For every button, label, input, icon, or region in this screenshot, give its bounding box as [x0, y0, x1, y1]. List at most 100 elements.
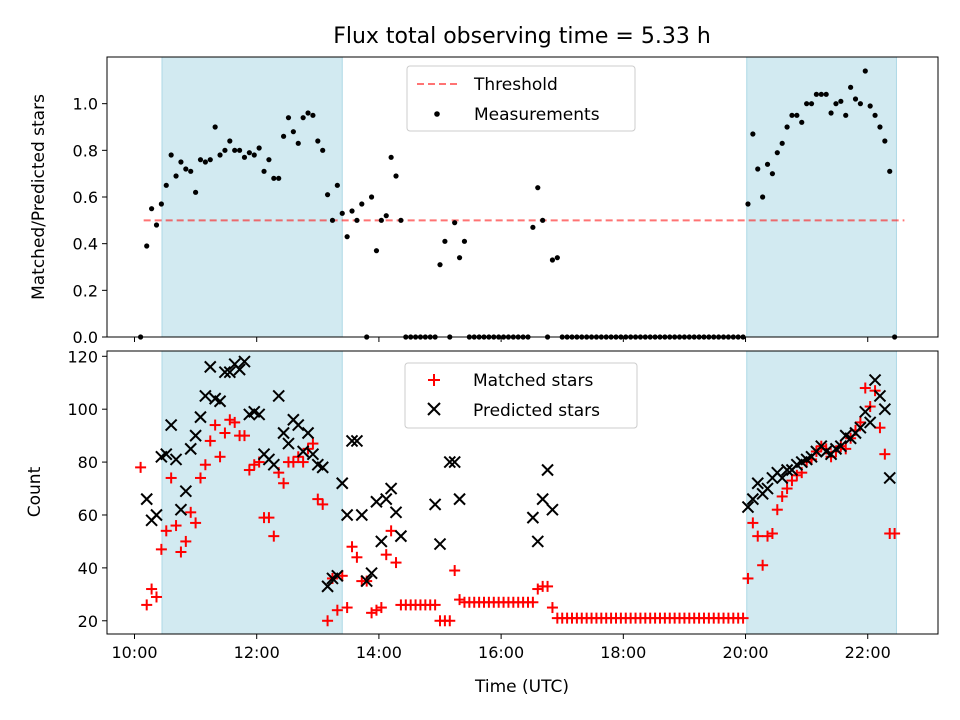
measurement-point [320, 147, 326, 153]
series-matched-stars [135, 382, 901, 627]
measurement-point [823, 91, 829, 97]
predicted-star-point [384, 482, 398, 495]
bot-y-tick-label: 120 [67, 347, 98, 366]
measurement-point [344, 234, 350, 240]
measurement-point [251, 152, 257, 158]
top-plot-frame [106, 56, 939, 338]
matched-star-point [874, 422, 886, 434]
measurement-point [549, 257, 556, 263]
matched-star-point [747, 517, 759, 529]
measurement-point [153, 222, 160, 228]
predicted-star-point [751, 477, 764, 490]
x-tick-label: 22:00 [845, 643, 891, 662]
matched-star-point [190, 517, 202, 529]
matched-star-point [238, 430, 250, 442]
measurement-point [867, 103, 873, 109]
matched-star-point [248, 459, 260, 471]
predicted-star-point [541, 463, 554, 477]
measurement-point [828, 110, 834, 116]
measurement-point [246, 150, 252, 156]
bot-shaded-region [746, 350, 897, 635]
measurement-point [158, 201, 164, 207]
predicted-star-point [267, 458, 281, 471]
measurement-point [163, 182, 169, 188]
matched-star-point [175, 546, 187, 558]
measurement-point [877, 124, 883, 130]
predicted-star-point [204, 360, 217, 374]
measurement-point [794, 112, 800, 118]
measurement-point [554, 255, 560, 261]
measurement-point [349, 208, 355, 214]
series-predicted-stars [140, 355, 896, 593]
measurement-point [848, 84, 854, 90]
matched-star-point [366, 607, 378, 619]
predicted-star-point [199, 389, 212, 403]
predicted-star-point [340, 508, 354, 522]
matched-star-point [429, 599, 441, 611]
bottom-y-axis-label: Count [25, 466, 45, 517]
matched-star-point [297, 456, 309, 468]
top-panel: 0.0 0.2 0.4 0.6 0.8 1.0 Matched/Predicted sta… [29, 56, 939, 347]
bot-y-tick-label: 40 [78, 559, 98, 578]
measurement-point [339, 210, 345, 216]
top-legend: Threshold Measurements [406, 65, 636, 132]
matched-star-point [370, 604, 382, 616]
measurement-point [872, 112, 878, 118]
predicted-star-point [428, 498, 442, 511]
measurement-point [857, 101, 863, 107]
measurement-point [442, 238, 448, 244]
measurement-point [241, 154, 248, 160]
measurement-point [882, 138, 888, 144]
matched-star-point [263, 512, 275, 524]
predicted-star-point [306, 447, 320, 461]
matched-star-point [449, 565, 461, 577]
predicted-star-point [218, 365, 232, 379]
predicted-star-point [194, 410, 207, 424]
matched-legend-swatch [428, 374, 440, 386]
measurement-point [285, 115, 292, 121]
predicted-star-point [453, 492, 466, 506]
measurements-legend-label: Measurements [474, 105, 600, 125]
measurement-point [769, 171, 776, 177]
measurement-point [784, 124, 790, 130]
predicted-star-point [868, 373, 882, 387]
matched-star-point [219, 427, 231, 439]
predicted-star-point [883, 471, 896, 485]
measurement-point [359, 201, 365, 207]
measurement-point [266, 157, 272, 163]
matched-star-point [141, 599, 153, 611]
predicted-star-point [433, 537, 447, 551]
matched-star-point [312, 493, 324, 505]
matched-star-point [375, 602, 387, 614]
matched-star-point [546, 602, 558, 614]
measurement-point [804, 101, 810, 107]
measurement-point [808, 101, 815, 107]
measurement-point [261, 168, 267, 174]
measurement-point [354, 217, 360, 223]
matched-star-point [766, 527, 778, 539]
measurement-point [324, 192, 331, 198]
measurement-point [188, 168, 194, 174]
predicted-star-point [380, 492, 393, 506]
predicted-star-point [223, 365, 237, 379]
predicted-star-point [365, 566, 378, 580]
measurement-point [373, 248, 380, 254]
predicted-star-point [233, 363, 246, 376]
measurement-point [168, 152, 174, 158]
matched-star-point [224, 414, 236, 426]
predicted-star-point [546, 503, 559, 516]
matched-star-point [532, 583, 544, 595]
measurement-point [315, 138, 321, 144]
matched-star-point [776, 490, 788, 502]
matched-star-point [840, 443, 852, 455]
threshold-legend-label: Threshold [473, 75, 558, 95]
predicted-star-point [316, 461, 329, 474]
top-y-tick-label: 1.0 [73, 95, 98, 114]
bot-y-tick-label: 100 [67, 400, 98, 419]
top-shaded-region [746, 56, 897, 338]
matched-star-point [351, 551, 363, 563]
measurement-point [202, 159, 208, 165]
predicted-star-point [741, 500, 755, 514]
matched-star-point [771, 504, 783, 516]
